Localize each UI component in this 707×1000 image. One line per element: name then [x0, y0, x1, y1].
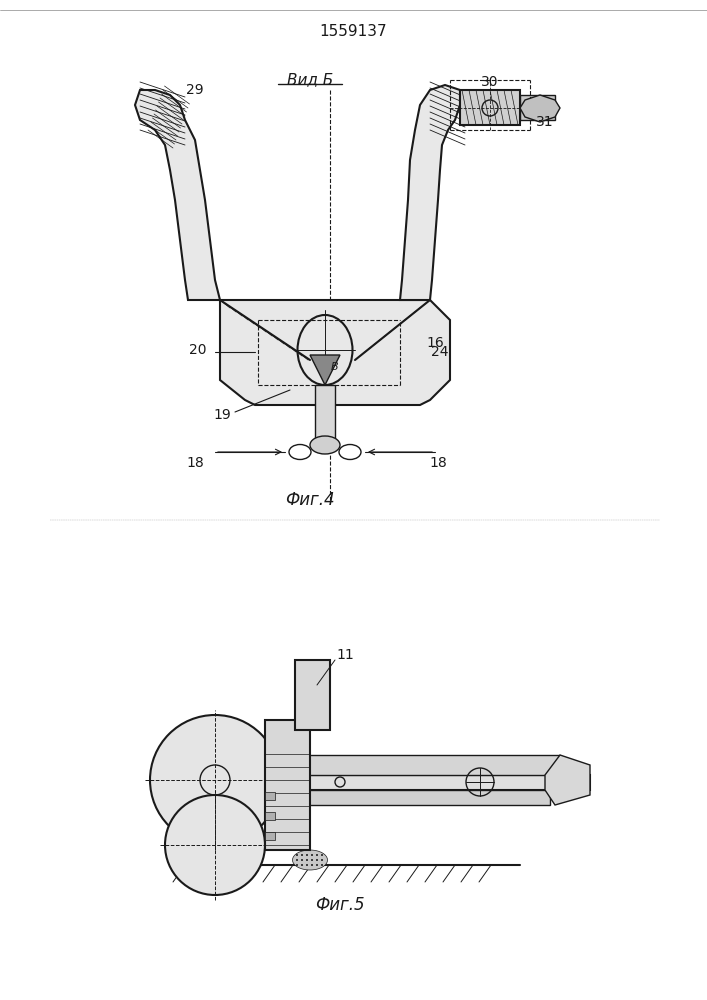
Circle shape [311, 864, 313, 866]
Bar [305, 775, 590, 790]
FancyBboxPatch shape [520, 95, 555, 120]
Circle shape [306, 859, 308, 861]
Bar [295, 660, 330, 730]
Circle shape [306, 864, 308, 866]
Circle shape [301, 854, 303, 856]
Circle shape [296, 859, 298, 861]
Text: 11: 11 [336, 648, 354, 662]
Text: 19: 19 [213, 408, 231, 422]
Text: 16: 16 [426, 336, 444, 350]
FancyBboxPatch shape [460, 90, 520, 125]
Circle shape [321, 864, 323, 866]
Bar [265, 720, 310, 850]
Circle shape [150, 715, 280, 845]
Text: 24: 24 [431, 345, 449, 359]
Bar [305, 790, 550, 805]
Text: B: B [331, 362, 339, 372]
Ellipse shape [310, 436, 340, 454]
Circle shape [301, 864, 303, 866]
Text: 1559137: 1559137 [319, 24, 387, 39]
Polygon shape [220, 300, 450, 405]
Text: 18: 18 [429, 456, 447, 470]
Text: 20: 20 [189, 343, 206, 357]
Text: 18: 18 [186, 456, 204, 470]
Circle shape [316, 854, 318, 856]
Circle shape [165, 795, 265, 895]
Circle shape [296, 854, 298, 856]
Circle shape [316, 859, 318, 861]
Bar [265, 812, 275, 820]
Circle shape [301, 859, 303, 861]
Circle shape [306, 854, 308, 856]
Circle shape [316, 864, 318, 866]
Text: Фиг.4: Фиг.4 [285, 491, 335, 509]
Polygon shape [135, 90, 220, 300]
Polygon shape [310, 355, 340, 385]
Bar [265, 792, 275, 800]
Circle shape [321, 859, 323, 861]
Bar [265, 832, 275, 840]
Polygon shape [400, 85, 460, 300]
Circle shape [321, 854, 323, 856]
Circle shape [296, 864, 298, 866]
Text: Вид Б: Вид Б [287, 73, 333, 88]
Ellipse shape [293, 850, 327, 870]
Text: 29: 29 [186, 83, 204, 97]
Circle shape [311, 859, 313, 861]
Text: 31: 31 [536, 115, 554, 129]
Bar [315, 385, 335, 440]
Circle shape [311, 854, 313, 856]
Text: 30: 30 [481, 75, 498, 89]
Bar [305, 755, 560, 775]
Text: Фиг.5: Фиг.5 [315, 896, 365, 914]
Polygon shape [520, 95, 560, 122]
Polygon shape [545, 755, 590, 805]
